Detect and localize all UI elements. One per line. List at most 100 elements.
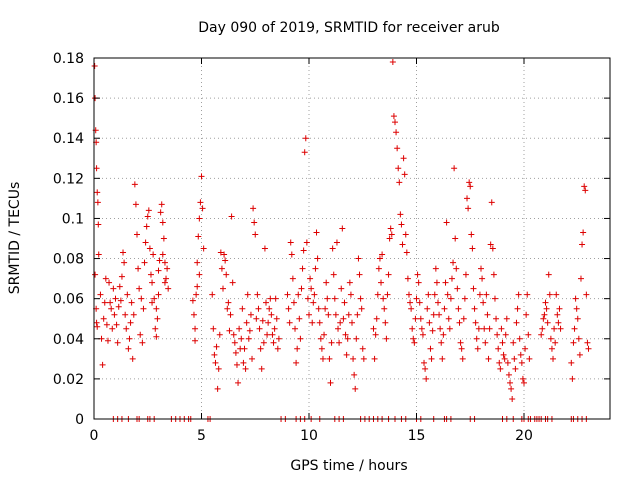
data-point [94, 189, 101, 196]
data-point [465, 205, 472, 212]
data-point [103, 321, 110, 328]
data-point [156, 257, 163, 264]
data-point [261, 245, 268, 252]
data-point [443, 219, 450, 226]
data-point [381, 305, 388, 312]
data-point [476, 291, 483, 298]
data-point [540, 315, 547, 322]
data-point [568, 359, 575, 366]
data-point [497, 365, 504, 372]
data-point [241, 345, 248, 352]
data-point [303, 239, 310, 246]
data-point [509, 395, 516, 402]
x-tick-label: 15 [408, 428, 426, 444]
data-point [499, 339, 506, 346]
data-point [321, 331, 328, 338]
data-point [445, 315, 452, 322]
data-point [393, 129, 400, 136]
data-point [360, 355, 367, 362]
data-point [118, 273, 125, 280]
data-point [370, 325, 377, 332]
data-point [413, 295, 420, 302]
data-point [437, 325, 444, 332]
data-point [319, 355, 326, 362]
data-point [347, 291, 354, 298]
data-point [374, 291, 381, 298]
data-point [389, 59, 396, 66]
data-point [135, 265, 142, 272]
data-point [222, 257, 229, 264]
data-point [403, 249, 410, 256]
data-point [425, 291, 432, 298]
data-point [354, 311, 361, 318]
data-point [385, 271, 392, 278]
data-point [410, 335, 417, 342]
data-point [339, 225, 346, 232]
data-point [415, 279, 422, 286]
data-point [473, 335, 480, 342]
data-point [340, 315, 347, 322]
data-point [397, 211, 404, 218]
data-point [471, 305, 478, 312]
grid-lines [94, 58, 610, 419]
data-point [483, 291, 490, 298]
data-point [512, 365, 519, 372]
data-point [245, 335, 252, 342]
data-point [467, 183, 474, 190]
data-point [353, 335, 360, 342]
data-point [551, 325, 558, 332]
chart-title: Day 090 of 2019, SRMTID for receiver aru… [198, 20, 500, 36]
data-point [388, 231, 395, 238]
data-point [399, 241, 406, 248]
data-point [136, 285, 143, 292]
data-point [341, 299, 348, 306]
data-point [491, 295, 498, 302]
data-point [293, 359, 300, 366]
y-axis-label: SRMTID / TECUs [7, 182, 23, 295]
data-point [164, 265, 171, 272]
data-point [414, 271, 421, 278]
data-point [270, 339, 277, 346]
data-point [310, 299, 317, 306]
data-point [161, 279, 168, 286]
data-point [120, 249, 127, 256]
data-point [287, 239, 294, 246]
data-point [311, 291, 318, 298]
data-point [216, 331, 223, 338]
data-point [462, 271, 469, 278]
data-point [306, 311, 312, 318]
x-axis-ticks: 0 5 10 15 20 [90, 58, 533, 444]
data-point [132, 201, 139, 208]
data-point [417, 315, 424, 322]
data-point [493, 315, 500, 322]
data-point [93, 319, 100, 326]
data-point [316, 319, 323, 326]
data-point [338, 285, 345, 292]
data-point [100, 315, 107, 322]
data-point [92, 271, 99, 278]
data-point [446, 325, 453, 332]
data-point [227, 311, 234, 318]
data-point [161, 259, 168, 266]
data-point [402, 231, 409, 238]
data-point [106, 279, 113, 286]
data-point [123, 325, 130, 332]
y-tick-label: 0.16 [53, 91, 84, 107]
data-point [525, 331, 532, 338]
data-point [409, 325, 416, 332]
data-point [290, 299, 297, 306]
data-point [580, 229, 587, 236]
data-point [104, 337, 111, 344]
data-point [215, 365, 222, 372]
data-point [522, 345, 529, 352]
data-point [97, 291, 104, 298]
data-point [401, 171, 408, 178]
data-point [292, 325, 299, 332]
data-point [289, 275, 296, 282]
data-point [323, 279, 330, 286]
data-point [194, 259, 201, 266]
data-point [426, 319, 433, 326]
data-point [159, 219, 166, 226]
data-point [125, 345, 132, 352]
